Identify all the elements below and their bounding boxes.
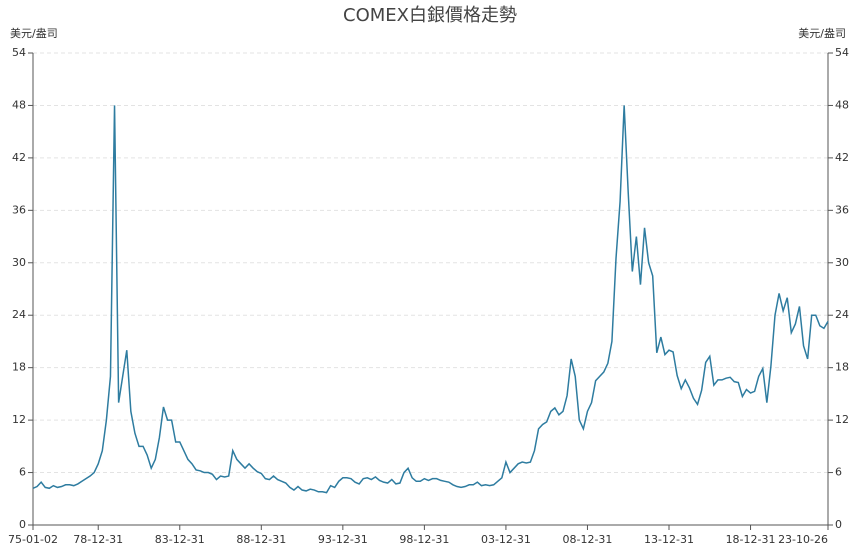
y2-tick-label: 48: [835, 98, 849, 111]
y2-tick-label: 18: [835, 361, 849, 374]
y2-unit: 美元/盎司: [798, 26, 846, 40]
x-tick-label: 88-12-31: [236, 533, 286, 546]
y-tick-label: 0: [19, 518, 26, 531]
x-tick-label: 13-12-31: [644, 533, 694, 546]
x-tick-label: 78-12-31: [73, 533, 123, 546]
x-tick-label: 23-10-26: [778, 533, 828, 546]
x-tick-label: 08-12-31: [562, 533, 612, 546]
y-unit: 美元/盎司: [10, 26, 58, 40]
y2-tick-label: 36: [835, 203, 849, 216]
x-tick-label: 93-12-31: [318, 533, 368, 546]
y-tick-label: 30: [12, 256, 26, 269]
x-tick-label: 03-12-31: [481, 533, 531, 546]
y2-tick-label: 42: [835, 151, 849, 164]
x-tick-label: 75-01-02: [8, 533, 58, 546]
y-tick-label: 12: [12, 413, 26, 426]
chart-title: COMEX白銀價格走勢: [343, 5, 517, 26]
y2-tick-label: 54: [835, 46, 849, 59]
y-tick-label: 36: [12, 203, 26, 216]
x-tick-label: 98-12-31: [399, 533, 449, 546]
y-tick-label: 24: [12, 308, 26, 321]
price-line: [32, 105, 829, 494]
x-tick-label: 83-12-31: [155, 533, 205, 546]
y2-tick-label: 12: [835, 413, 849, 426]
y2-tick-label: 0: [835, 518, 842, 531]
y-tick-label: 54: [12, 46, 26, 59]
y2-tick-label: 6: [835, 466, 842, 479]
y2-tick-label: 30: [835, 256, 849, 269]
y-tick-label: 42: [12, 151, 26, 164]
y-tick-label: 48: [12, 98, 26, 111]
y-tick-label: 18: [12, 361, 26, 374]
x-tick-label: 18-12-31: [726, 533, 776, 546]
y-tick-label: 6: [19, 466, 26, 479]
y2-tick-label: 24: [835, 308, 849, 321]
